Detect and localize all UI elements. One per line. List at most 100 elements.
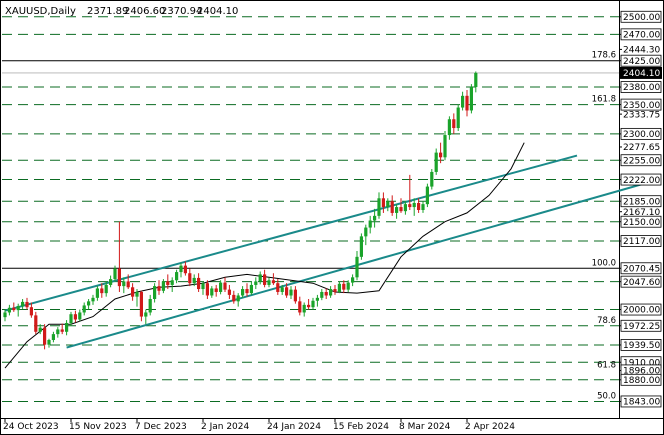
price-label: 2300.00 <box>623 130 660 140</box>
candle-down <box>157 286 161 291</box>
candle-up <box>78 312 82 320</box>
candle-up <box>109 279 113 285</box>
candle-down <box>271 280 275 284</box>
candle-up <box>456 107 460 129</box>
ohlc-low: 2370.94 <box>161 6 202 17</box>
price-label: 2117.00 <box>623 237 660 247</box>
candle-up <box>236 295 240 302</box>
candle-up <box>346 282 350 290</box>
price-label: 2047.60 <box>623 278 660 288</box>
candle-down <box>452 119 456 129</box>
price-label: 2350.00 <box>623 101 660 111</box>
price-label-box <box>620 275 662 288</box>
moving-average <box>4 142 525 369</box>
candle-up <box>65 323 69 332</box>
candle-up <box>359 236 363 257</box>
price-label: 1880.00 <box>623 376 660 386</box>
candle-down <box>25 301 29 308</box>
candle-up <box>241 289 245 296</box>
price-label-box <box>620 215 662 228</box>
time-label: 2 Jan 2024 <box>201 422 249 432</box>
candle-up <box>377 198 381 216</box>
price-label: 2425.00 <box>623 57 660 67</box>
price-label: 1972.25 <box>623 322 660 332</box>
price-label-box <box>620 173 662 186</box>
price-label-box <box>620 195 662 208</box>
price-label: 2333.75 <box>623 110 660 120</box>
candle-down <box>232 294 236 302</box>
candle-up <box>403 204 407 212</box>
time-label: 2 Apr 2024 <box>465 422 515 432</box>
price-label-box <box>620 154 662 167</box>
price-label-box <box>620 395 662 408</box>
candle-down <box>12 307 16 311</box>
candle-up <box>201 283 205 290</box>
candle-up <box>329 289 333 296</box>
candle-down <box>183 265 187 274</box>
time-label: 24 Oct 2023 <box>3 422 59 432</box>
candle-down <box>245 289 249 294</box>
candle-down <box>166 281 170 285</box>
price-label-box <box>620 303 662 316</box>
fib-label: 50.0 <box>597 391 616 401</box>
candle-up <box>289 289 293 296</box>
candle-down <box>117 268 121 287</box>
candle-down <box>223 282 227 290</box>
candle-down <box>126 281 130 288</box>
candle-up <box>87 301 91 306</box>
candle-up <box>254 281 258 285</box>
candle-up <box>412 202 416 208</box>
candle-down <box>205 283 209 296</box>
candle-down <box>60 329 64 332</box>
candle-down <box>333 289 337 292</box>
candle-down <box>417 202 421 210</box>
price-label: 2380.00 <box>623 83 660 93</box>
candle-down <box>276 283 280 292</box>
price-label: 2444.30 <box>623 46 660 56</box>
fib-label: 61.8 <box>597 360 616 370</box>
time-label: 15 Feb 2024 <box>333 422 389 432</box>
candle-down <box>381 198 385 208</box>
candle-up <box>192 277 196 284</box>
current-price-label: 2404.10 <box>623 69 660 79</box>
candle-up <box>447 119 451 136</box>
price-label: 1939.50 <box>623 341 660 351</box>
price-label-box <box>620 81 662 93</box>
candle-down <box>399 207 403 212</box>
candle-down <box>324 291 328 296</box>
ohlc-high: 2406.60 <box>124 6 165 17</box>
candle-down <box>131 287 135 297</box>
candle-up <box>144 312 148 317</box>
candle-down <box>263 274 267 285</box>
candle-up <box>258 274 262 282</box>
chart-title: XAUUSD,Daily <box>5 6 76 17</box>
candle-up <box>3 312 7 318</box>
price-label: 2167.10 <box>623 208 660 218</box>
candle-up <box>21 301 25 307</box>
fib-label: 78.6 <box>597 316 616 326</box>
candle-up <box>368 220 372 228</box>
candle-up <box>56 329 60 335</box>
price-label-box <box>620 235 662 247</box>
candle-up <box>315 297 319 301</box>
candle-up <box>425 186 429 205</box>
candle-up <box>170 280 174 285</box>
price-label-box <box>620 373 662 386</box>
candle-up <box>135 291 139 297</box>
price-label: 2277.65 <box>623 143 660 153</box>
price-label-box <box>620 98 662 111</box>
candle-up <box>364 227 368 237</box>
candle-up <box>47 339 51 345</box>
candle-down <box>227 289 231 295</box>
candle-down <box>188 273 192 284</box>
candle-down <box>29 307 33 316</box>
candle-up <box>153 286 157 299</box>
candles <box>3 71 478 350</box>
price-label: 1910.00 <box>623 358 660 368</box>
candle-down <box>34 315 38 332</box>
horizontal-levels <box>2 16 619 402</box>
candle-down <box>43 327 47 345</box>
price-label-box <box>620 339 662 351</box>
candle-up <box>113 268 117 280</box>
